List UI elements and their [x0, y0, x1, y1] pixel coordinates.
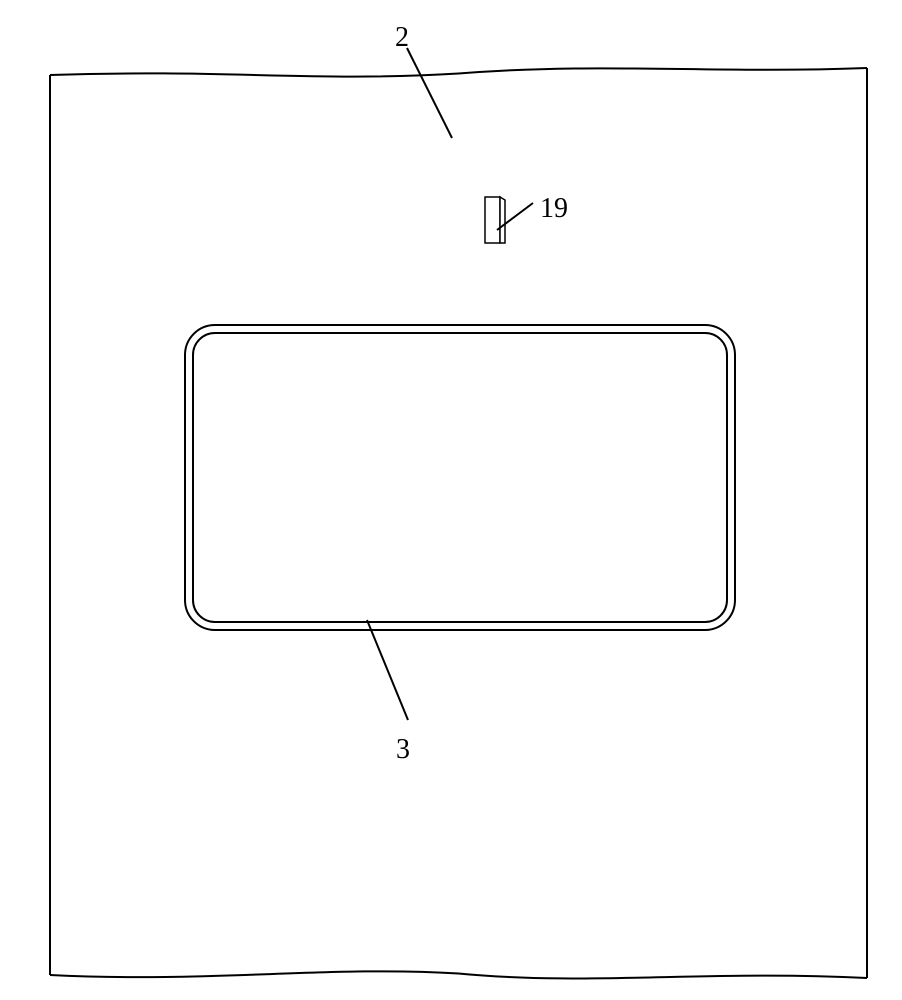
- diagram-svg: 2 19 3: [0, 0, 902, 1000]
- small-component-side: [500, 197, 505, 243]
- panel-bottom-edge: [50, 971, 867, 978]
- diagram-canvas: 2 19 3: [0, 0, 902, 1000]
- callout-label-3: 3: [396, 734, 410, 765]
- callout-line-3: [367, 620, 408, 720]
- callout-label-19: 19: [540, 193, 568, 224]
- window-inner: [193, 333, 727, 622]
- window-outer: [185, 325, 735, 630]
- panel-top-edge: [50, 68, 867, 77]
- callout-label-2: 2: [395, 22, 409, 53]
- small-component-front: [485, 197, 500, 243]
- callout-line-2: [407, 48, 452, 138]
